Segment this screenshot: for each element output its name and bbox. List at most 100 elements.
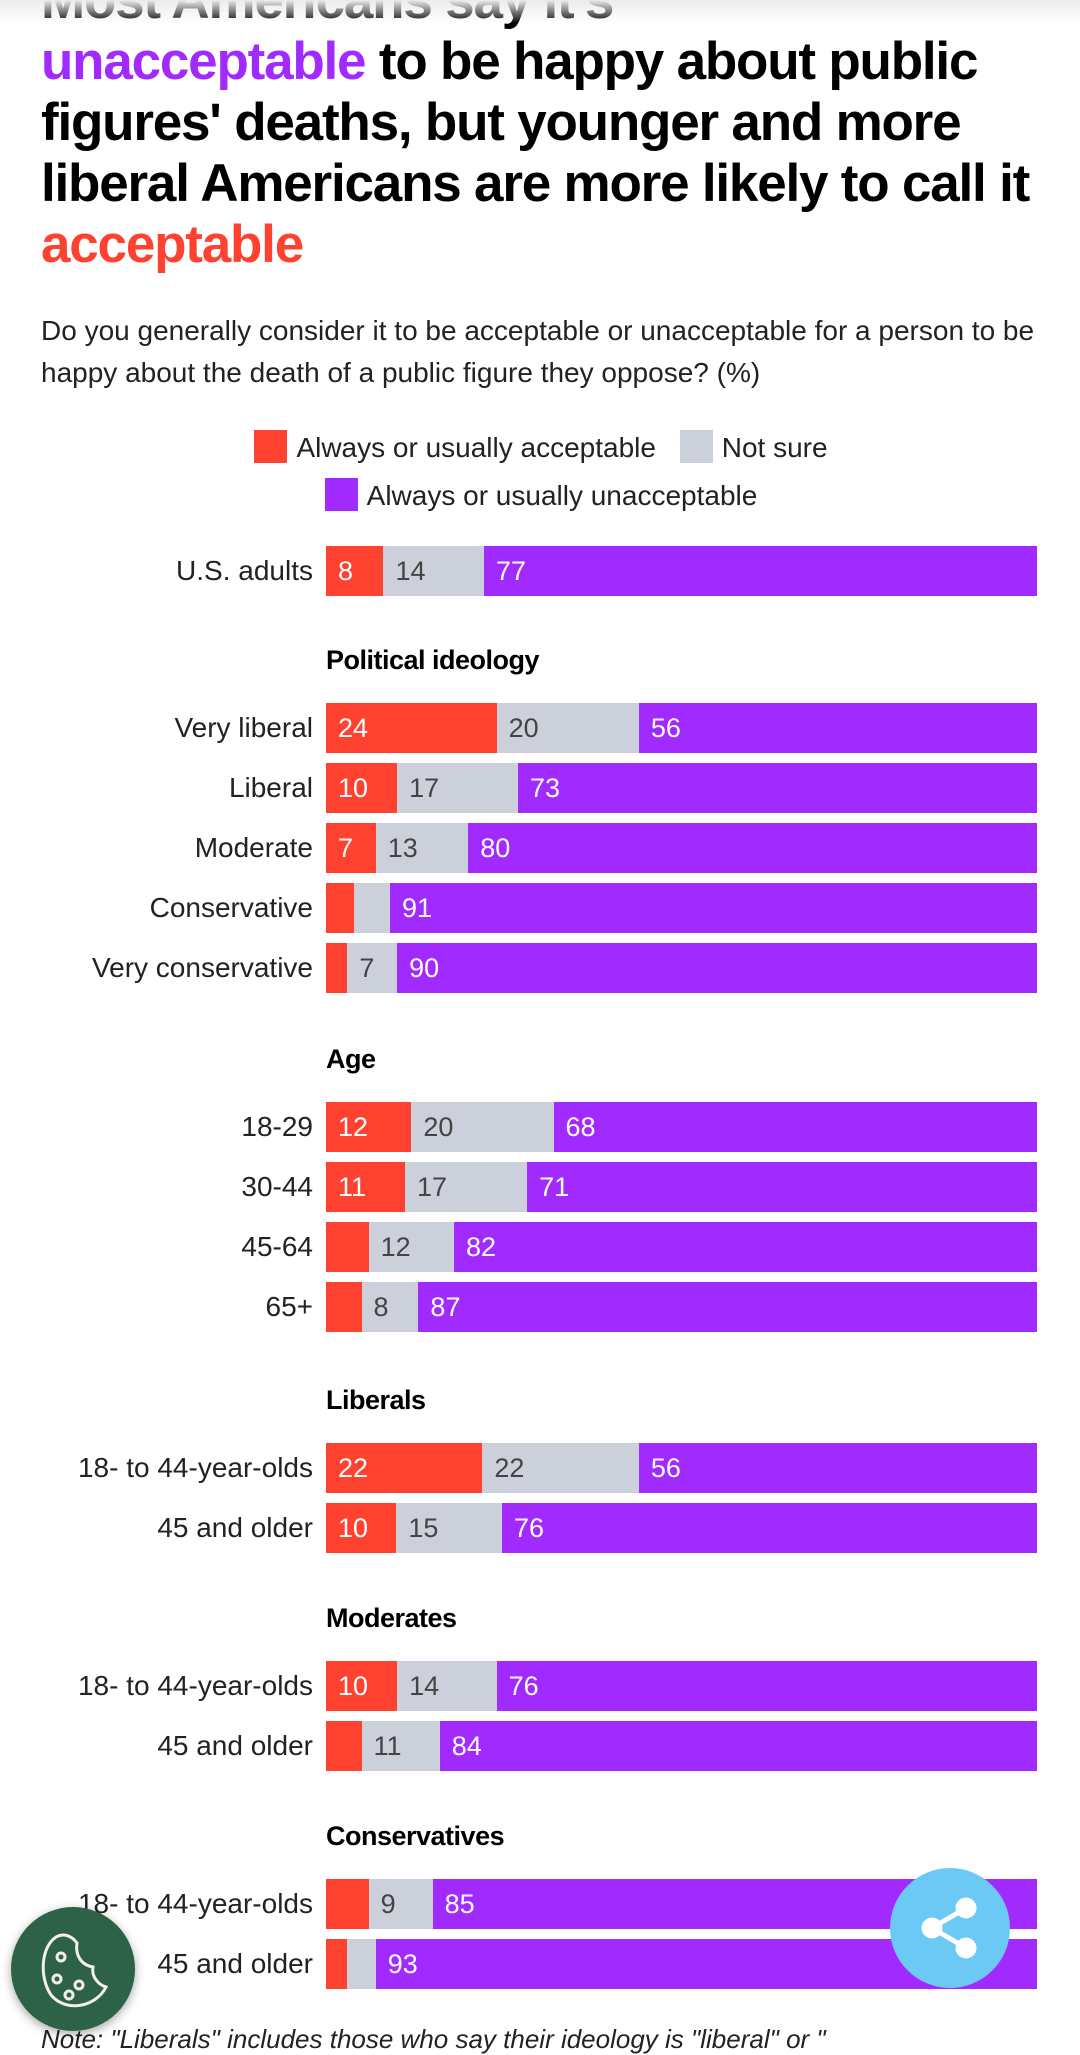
data-label: 76 <box>508 1671 539 1701</box>
bar-segment-unacceptable: 68 <box>553 1102 1037 1152</box>
data-label: 10 <box>338 773 369 803</box>
bar-row: 7 13 80 <box>326 823 1037 873</box>
bar-row: 8 14 77 <box>326 546 1037 596</box>
chart-title: Most Americans say it'sunacceptable to b… <box>41 0 1051 275</box>
row-label: 18- to 44-year-olds <box>77 1452 313 1483</box>
legend-item-not-sure: Not sure <box>679 424 828 472</box>
data-label: 7 <box>359 953 375 983</box>
data-label: 90 <box>409 953 440 983</box>
data-label: 24 <box>338 713 369 743</box>
bar-segment-unacceptable: 80 <box>468 823 1037 873</box>
legend-item-unacceptable: Always or usually unacceptable <box>324 472 758 520</box>
cookie-settings-button[interactable] <box>11 1907 135 2031</box>
bar-segment-not-sure: 7 <box>347 943 398 993</box>
bar-segment-not-sure: 14 <box>397 1661 497 1711</box>
bar-row: 22 22 56 <box>326 1443 1037 1493</box>
data-label: 82 <box>465 1232 497 1262</box>
legend: Always or usually acceptable Not sure Al… <box>41 424 1041 520</box>
data-label: 10 <box>338 1671 369 1701</box>
data-label: 73 <box>529 773 560 803</box>
bar-segment-not-sure: 11 <box>361 1721 440 1771</box>
bar-row: 10 14 76 <box>326 1661 1037 1711</box>
bar-segment-not-sure: 17 <box>404 1162 528 1212</box>
share-icon <box>921 1897 977 1959</box>
bar-segment-unacceptable: 71 <box>527 1162 1037 1212</box>
top-shadow <box>0 0 1080 24</box>
row-label: 45-64 <box>241 1231 313 1262</box>
data-label: 8 <box>338 556 354 586</box>
row-label: 65+ <box>265 1291 314 1322</box>
cookie-icon <box>41 1933 109 2008</box>
bar-segment-unacceptable: 82 <box>453 1222 1037 1272</box>
bar-segment-acceptable <box>326 1721 362 1771</box>
bar-segment-unacceptable: 76 <box>501 1503 1037 1553</box>
data-label: 7 <box>338 833 354 863</box>
group-heading: Moderates <box>326 1603 457 1633</box>
data-label: 12 <box>380 1232 411 1262</box>
data-label: 8 <box>373 1292 389 1322</box>
data-label: 11 <box>338 1172 367 1202</box>
data-label: 56 <box>650 1453 681 1483</box>
data-label: 84 <box>451 1731 482 1761</box>
bar-segment-acceptable: 10 <box>326 1661 398 1711</box>
row-label: Very conservative <box>92 952 313 983</box>
bar-segment-acceptable: 8 <box>326 546 384 596</box>
row-label: 45 and older <box>157 1730 313 1761</box>
bar-row: 7 90 <box>326 943 1037 993</box>
row-label: 30-44 <box>241 1171 313 1202</box>
legend-label: Always or usually acceptable <box>296 432 656 463</box>
legend-item-acceptable: Always or usually acceptable <box>254 424 656 472</box>
bar-row: 12 82 <box>326 1222 1037 1272</box>
bar-segment-not-sure: 22 <box>482 1443 639 1493</box>
data-label: 93 <box>387 1949 418 1979</box>
data-label: 17 <box>409 773 440 803</box>
data-label: 14 <box>409 1671 440 1701</box>
data-label: 22 <box>338 1453 369 1483</box>
bar-row: 11 17 71 <box>326 1162 1037 1212</box>
bar-row: 91 <box>326 883 1037 933</box>
bar-segment-unacceptable: 56 <box>638 703 1037 753</box>
bar-segment-acceptable: 10 <box>326 763 398 813</box>
bar-segment-not-sure: 12 <box>368 1222 454 1272</box>
bar-row: 11 84 <box>326 1721 1037 1771</box>
bar-segment-unacceptable: 56 <box>638 1443 1037 1493</box>
legend-label: Always or usually unacceptable <box>366 480 758 511</box>
row-label: 18- to 44-year-olds <box>77 1888 313 1919</box>
bar-segment-acceptable: 11 <box>326 1162 405 1212</box>
data-label: 77 <box>495 556 527 586</box>
chart-note: Note: "Liberals" includes those who say … <box>41 2024 826 2054</box>
bar-segment-acceptable: 7 <box>326 823 376 873</box>
bar-segment-acceptable <box>326 1222 369 1272</box>
bar-row: 8 87 <box>326 1282 1037 1332</box>
group-heading: Liberals <box>326 1385 426 1415</box>
bar-segment-unacceptable: 87 <box>418 1282 1037 1332</box>
data-label: 71 <box>539 1172 570 1202</box>
row-label: Very liberal <box>174 712 313 743</box>
bar-segment-unacceptable: 77 <box>483 546 1037 596</box>
title-highlight-unacceptable: unacceptable <box>41 32 367 91</box>
row-label: 45 and older <box>157 1948 313 1979</box>
data-label: 76 <box>513 1513 545 1543</box>
bar-segment-acceptable: 22 <box>326 1443 483 1493</box>
bar-segment-not-sure: 20 <box>411 1102 554 1152</box>
bar-segment-unacceptable: 90 <box>397 943 1037 993</box>
bar-segment-unacceptable: 91 <box>389 883 1037 933</box>
group-heading: Political ideology <box>326 645 540 675</box>
data-label: 10 <box>338 1513 369 1543</box>
bar-segment-acceptable <box>326 883 355 933</box>
row-label: Conservative <box>149 892 313 923</box>
bar-segment-acceptable <box>326 1282 362 1332</box>
bar-segment-not-sure: 13 <box>375 823 469 873</box>
bar-segment-acceptable <box>326 1879 369 1929</box>
bar-segment-unacceptable: 84 <box>439 1721 1037 1771</box>
bar-segment-acceptable: 10 <box>326 1503 397 1553</box>
legend-label: Not sure <box>721 432 828 463</box>
group-heading: Age <box>326 1044 376 1074</box>
data-label: 68 <box>565 1112 596 1142</box>
data-label: 20 <box>423 1112 454 1142</box>
share-button[interactable] <box>890 1868 1010 1988</box>
data-label: 85 <box>444 1889 475 1919</box>
bar-segment-not-sure: 9 <box>368 1879 433 1929</box>
legend-swatch <box>679 430 713 463</box>
bar-segment-not-sure: 8 <box>361 1282 419 1332</box>
